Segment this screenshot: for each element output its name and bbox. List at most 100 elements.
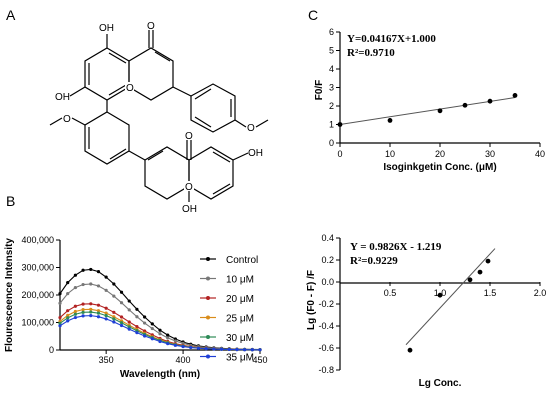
ome-bond-2b [49,117,63,126]
ring-c2 [144,146,190,200]
chart-c1-equation: Y=0.04167X+1.000 [347,33,436,45]
chart-b-point [173,343,177,347]
panel-label-c: C [308,7,318,23]
legend-label: 10 μM [226,275,254,286]
chart-b-point [112,294,116,298]
chart-b-point [166,342,170,346]
chart-b-point [89,282,93,286]
chart-c1-xtick-label: 10 [385,149,395,159]
legend-marker [206,335,210,339]
chart-b-point [58,292,62,296]
chart-b-point [89,302,93,306]
chart-c1-point [337,122,343,127]
atom-label-oh1: OH [99,23,114,34]
ome-bond-1 [234,119,247,128]
chart-b-point [119,301,124,305]
chart-b-point [73,309,77,314]
chart-c2-x-label: Lg Conc. [419,378,462,389]
chart-b-point [127,299,131,303]
chart-b-point [73,304,77,308]
chart-c1-point [437,108,443,114]
atom-label-oh3: OH [248,148,263,159]
chart-c1-xtick-label: 40 [535,149,545,159]
bond-aryl [172,86,192,97]
chart-c1-xtick-label: 20 [435,149,445,159]
chart-b-point [127,320,131,324]
chart-b-point [96,315,101,319]
chart-b-point [89,307,93,311]
chart-b-point [89,310,93,314]
atom-label-o3: O [247,123,255,134]
chart-b-point [150,322,154,326]
chart-b-point [127,325,131,329]
chart-c1-xtick-label: 30 [485,149,495,159]
chart-c2-ytick-label: -0.2 [318,299,334,309]
molecule-atom-labels: OH O OH O O O O O OH OH [55,21,263,215]
chart-c2-fit-line [405,248,496,346]
panel-label-a: A [6,7,16,23]
bond-d3 [108,84,127,96]
chart-b-point [135,307,139,311]
ome-bond-2 [71,117,86,126]
chart-b-point [73,312,77,316]
oh-bond-2 [69,86,86,97]
chart-b-point [181,344,185,349]
chart-c2-point [477,269,483,275]
chart-b-point [112,310,116,314]
chart-c1-fit-line [339,97,516,125]
chart-b-point [119,321,124,325]
chart-b-point [73,315,77,320]
ring-a2 [188,146,234,200]
legend-label: Control [226,255,258,266]
chart-c1-point [512,93,518,98]
chart-b-point [158,332,162,336]
chart-b-point [81,268,85,272]
chart-c2-y-label: Lg (F0 - F) /F [306,270,317,330]
legend-label: 35 μM [226,353,254,364]
chart-b-point [143,321,147,325]
bond-d2 [108,52,127,64]
chart-c1-x-label: Isoginkgetin Conc. (μM) [383,162,496,173]
ring-m [84,111,130,165]
bond-d12 [212,183,231,195]
chart-c2-xtick-label: 1.5 [484,288,497,298]
ring-a1 [84,47,130,101]
chart-c2-point [467,277,473,283]
chart-b-point [243,348,247,352]
chart-b-point [104,275,108,279]
legend-marker [206,315,210,320]
chart-b-point [212,347,216,351]
chart-b-y-label: Flouresceence Intensity [4,238,15,352]
legend-label: 20 μM [226,294,254,305]
chart-c1-ytick-label: 0 [329,138,334,148]
atom-label-oh4: OH [182,204,197,215]
chart-b-point [58,315,62,320]
chart-b-point [150,326,154,331]
double-log-chart: -0.8-0.6-0.4-0.20.00.20.40.51.01.52.0 Y … [306,233,546,389]
chart-c1-point [387,118,393,123]
chart-b-point [89,267,93,272]
chart-b-point [235,347,239,352]
chart-b-point [158,328,162,332]
chart-b-point [58,301,62,305]
chart-b-point [96,303,101,307]
legend-marker [206,276,210,281]
chart-b-point [89,314,93,318]
chart-c2-equation: Y = 0.9826X - 1.219 [350,241,442,253]
chart-b-point [104,314,108,318]
chart-b-point [58,321,62,325]
legend-label: 25 μM [226,314,254,325]
chart-c1-r2: R²=0.9710 [347,47,395,59]
chart-c1-ytick-label: 5 [329,46,334,56]
chart-c1-point [462,102,468,108]
chart-b-point [96,284,101,288]
bond-d11 [212,151,231,163]
oh-bond-3 [232,152,249,161]
chart-c2-point [437,292,443,298]
chart-c2-r2: R²=0.9229 [350,255,398,267]
chart-b-point [196,346,201,350]
chart-b-point [81,302,85,306]
chart-c1-ytick-label: 6 [329,27,334,37]
chart-b-point [112,282,116,286]
